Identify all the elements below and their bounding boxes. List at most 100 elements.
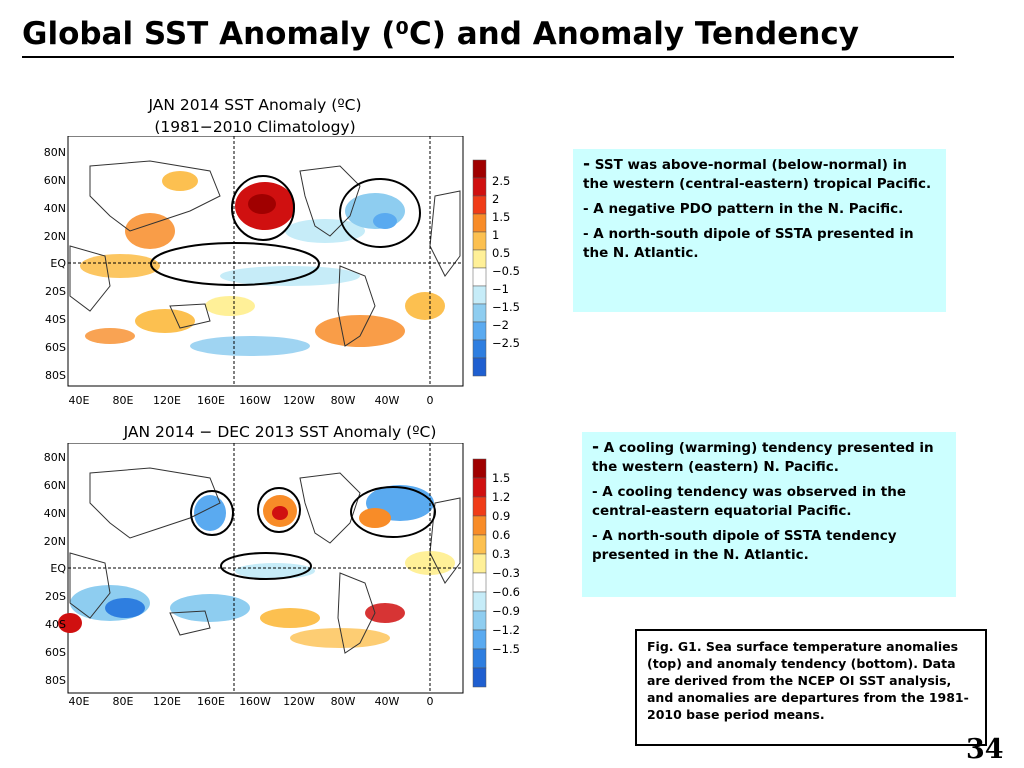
summary-item: - A cooling (warming) tendency presented… [592,438,946,477]
bottom-summary-box: - A cooling (warming) tendency presented… [582,432,956,597]
colorbar-label: 1.2 [492,490,510,504]
colorbar-label: 0.3 [492,547,510,561]
top-map-title-line1: JAN 2014 SST Anomaly (ºC) [148,96,362,114]
colorbar-label: 0.6 [492,528,510,542]
colorbar-swatch [472,267,487,287]
title-underline [22,56,954,58]
lon-label: 120E [153,394,181,407]
lon-label: 0 [427,394,434,407]
lat-label: 80N [44,146,66,159]
summary-item: - SST was above-normal (below-normal) in… [583,155,936,194]
top-map-lat-labels: 80N 60N 40N 20N EQ 20S 40S 60S 80S [44,146,67,382]
summary-item-text: A cooling tendency was observed in the c… [592,484,906,519]
lat-label: 60N [44,174,66,187]
colorbar-swatch [472,285,487,305]
colorbar-label: −1.5 [492,642,520,656]
bullet-dash: - [592,528,598,544]
colorbar-label: 1 [492,228,499,242]
colorbar-label: −1 [492,282,509,296]
slide-number: 34 [966,734,1004,765]
lat-label: 20S [45,590,66,603]
colorbar-label: −0.6 [492,585,520,599]
lon-label: 80E [113,394,134,407]
summary-item: - A negative PDO pattern in the N. Pacif… [583,200,936,219]
summary-item: - A north-south dipole of SSTA tendency … [592,527,946,565]
bullet-dash: - [583,201,589,217]
top-map-figure: 80N 60N 40N 20N EQ 20S 40S 60S 80S 40E 8… [44,136,520,407]
lat-label: 40S [45,618,66,631]
lon-label: 160E [197,394,225,407]
colorbar-label: −2.5 [492,336,520,350]
lat-label: 20N [44,535,66,548]
top-map-colorbar [472,159,487,377]
colorbar-swatch [472,321,487,341]
summary-item: - A cooling tendency was observed in the… [592,483,946,521]
lat-label: 40S [45,313,66,326]
colorbar-swatch [472,572,487,593]
lat-label: 40N [44,202,66,215]
top-map-anomaly-field [80,171,445,356]
colorbar-swatch [472,159,487,179]
lon-label: 80W [331,394,356,407]
lat-label: 20N [44,230,66,243]
bottom-map-tendency-field [58,485,455,648]
colorbar-swatch [472,553,487,574]
top-map-dashed-guides [68,136,463,386]
summary-item: - A north-south dipole of SSTA presented… [583,225,936,263]
colorbar-label: 1.5 [492,210,510,224]
lon-label: 40E [69,394,90,407]
bottom-map-colorbar [472,458,487,688]
lon-label: 0 [427,695,434,705]
top-map-title-line2: (1981−2010 Climatology) [154,118,356,136]
colorbar-swatch [472,177,487,197]
bullet-dash: - [592,484,598,500]
colorbar-label: −0.5 [492,264,520,278]
bottom-map-dashed-guides [68,443,463,693]
colorbar-swatch [472,629,487,650]
lon-label: 160W [239,695,271,705]
colorbar-swatch [472,667,487,688]
lat-label: 60S [45,341,66,354]
bottom-map-lat-labels: 80N 60N 40N 20N EQ 20S 40S 60S 80S [44,451,67,687]
slide-title: Global SST Anomaly (⁰C) and Anomaly Tend… [22,16,859,52]
colorbar-label: −2 [492,318,509,332]
lon-label: 40E [69,695,90,705]
lon-label: 120E [153,695,181,705]
lon-label: 80W [331,695,356,705]
lat-label: 60N [44,479,66,492]
lon-label: 160W [239,394,271,407]
bottom-map-figure: 80N 60N 40N 20N EQ 20S 40S 60S 80S 40E 8… [44,443,520,705]
lat-label: 40N [44,507,66,520]
summary-item-text: A negative PDO pattern in the N. Pacific… [588,201,904,217]
colorbar-swatch [472,195,487,215]
summary-item-text: A north-south dipole of SSTA presented i… [583,226,914,261]
colorbar-swatch [472,213,487,233]
colorbar-swatch [472,515,487,536]
top-map-lon-labels: 40E 80E 120E 160E 160W 120W 80W 40W 0 [69,394,434,407]
lat-label: 20S [45,285,66,298]
colorbar-swatch [472,231,487,251]
lon-label: 40W [375,695,400,705]
bottom-map-title: JAN 2014 − DEC 2013 SST Anomaly (ºC) [123,423,437,441]
colorbar-label: 2.5 [492,174,510,188]
colorbar-swatch [472,496,487,517]
colorbar-swatch [472,458,487,479]
bottom-map-coastlines [69,467,461,654]
lon-label: 120W [283,695,315,705]
top-map-coastlines [69,160,461,347]
lat-label: 60S [45,646,66,659]
colorbar-swatch [472,477,487,498]
lon-label: 120W [283,394,315,407]
lon-label: 160E [197,695,225,705]
top-map-colorbar-labels: 2.5 2 1.5 1 0.5 −0.5 −1 −1.5 −2 −2.5 [492,174,520,350]
summary-item-text: A north-south dipole of SSTA tendency pr… [592,528,897,563]
colorbar-swatch [472,303,487,323]
colorbar-label: 2 [492,192,499,206]
lon-label: 40W [375,394,400,407]
colorbar-label: −1.2 [492,623,520,637]
lon-label: 80E [113,695,134,705]
lat-label: EQ [50,562,66,575]
colorbar-swatch [472,339,487,359]
colorbar-label: 1.5 [492,471,510,485]
colorbar-swatch [472,610,487,631]
